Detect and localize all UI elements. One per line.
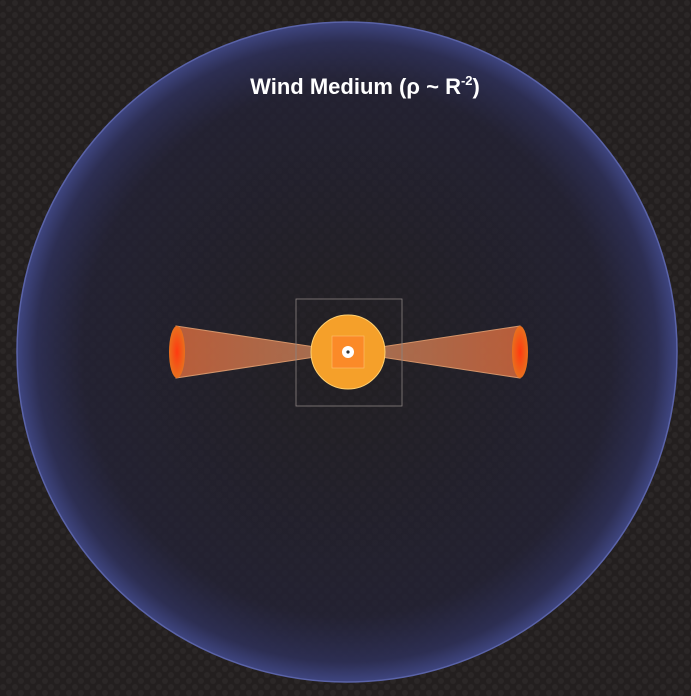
label-text: Wind Medium (ρ ~ R: [250, 74, 461, 99]
label: Wind Medium (ρ ~ R-2): [250, 73, 480, 99]
inner-box: [331, 335, 365, 369]
jet-right-head: [512, 326, 528, 378]
central-core: [346, 350, 350, 354]
zoom-box: [295, 298, 403, 407]
jets: [169, 325, 528, 379]
jet-left-head: [169, 326, 185, 378]
label-suffix: ): [473, 74, 480, 99]
label-superscript: -2: [461, 73, 473, 88]
